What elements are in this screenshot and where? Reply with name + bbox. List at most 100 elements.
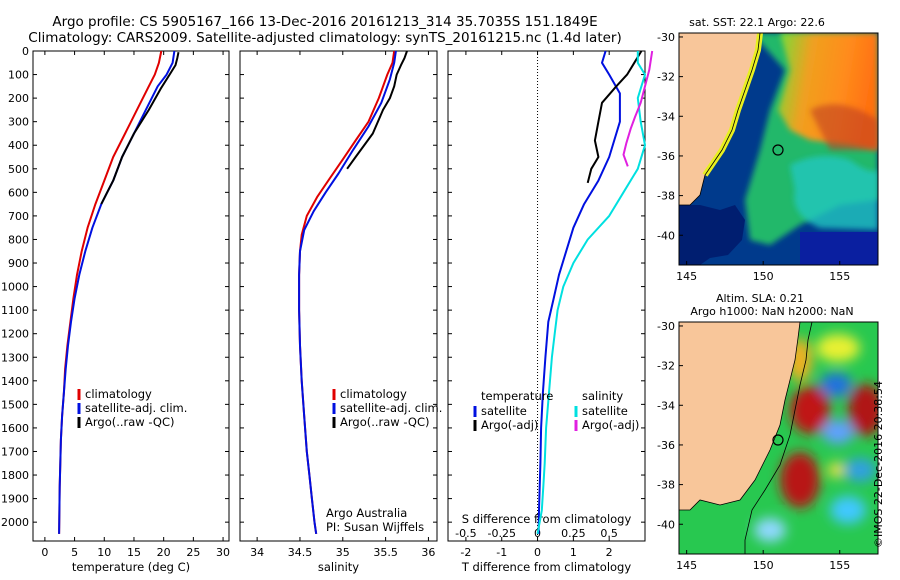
sst-map: sat. SST: 22.1 Argo: 22.6 145 150 155 -30 -3… [657, 16, 879, 283]
y-tick-label: 1700 [1, 445, 29, 458]
s-tick-label: 0.25 [561, 527, 586, 540]
map-x-tick-label: 150 [753, 559, 774, 572]
profile-title: Argo profile: CS 5905167_166 13-Dec-2016… [52, 14, 598, 30]
map-y-tick-label: -36 [657, 150, 675, 163]
x-tick-label: 5 [71, 546, 78, 559]
series-line-satellite-adj-clim- [298, 50, 397, 535]
x-tick-label: 0 [534, 546, 541, 559]
imos-timestamp: ©IMOS 22-Dec-2016 20:38:54 [872, 381, 885, 548]
sla-bass-strait [679, 500, 745, 554]
sla-coastline [679, 322, 801, 511]
sst-hot-patch [810, 104, 878, 150]
y-tick-label: 1300 [1, 351, 29, 364]
x-tick-label: 35 [336, 546, 350, 559]
x-tick-label: 36 [421, 546, 435, 559]
x-tick-label: -1 [496, 546, 507, 559]
legend-label: Argo(..raw -QC) [85, 415, 175, 429]
series-line-satellite-adj-clim- [58, 50, 176, 534]
series-line-temperature-argo-adj- [586, 50, 643, 184]
panel-frame [239, 50, 438, 542]
x-tick-label: 0 [41, 546, 48, 559]
sla-argo-marker [772, 434, 784, 446]
map-y-tick-label: -30 [657, 320, 675, 333]
series-line-argo-raw-qc- [346, 50, 408, 170]
series-line-salinity-satellite [536, 51, 646, 535]
x-tick-label: 20 [157, 546, 171, 559]
map-y-tick-label: -40 [657, 518, 675, 531]
legend-label: satellite-adj. clim. [340, 401, 442, 415]
sla-land-nsw [679, 322, 800, 510]
sst-map-ticks: 145 150 155 -30 -32 -34 -36 -38 -40 [657, 31, 850, 283]
sst-argo-marker [772, 144, 784, 156]
profile-panel-2: 34 34.5 35 35.5 36 salinity climatologysatelli… [239, 50, 442, 574]
y-tick-label: 1800 [1, 469, 29, 482]
map-y-tick-label: -32 [657, 360, 675, 373]
y-tick-label: 1400 [1, 375, 29, 388]
s-tick-label: 0.5 [600, 527, 618, 540]
sst-bass-strait [679, 205, 745, 265]
map-x-tick-label: 155 [829, 270, 850, 283]
sla-map-subtitle: Argo h1000: NaN h2000: NaN [690, 305, 853, 318]
x-tick-label: 35.5 [373, 546, 398, 559]
map-y-tick-label: -34 [657, 399, 675, 412]
y-tick-label: 900 [8, 257, 29, 270]
x-tick-label: 1 [570, 546, 577, 559]
legend-label: satellite [582, 404, 628, 418]
y-tick-label: 800 [8, 233, 29, 246]
map-x-tick-label: 145 [676, 559, 697, 572]
map-y-tick-label: -30 [657, 31, 675, 44]
legend-label: climatology [85, 387, 152, 401]
y-tick-label: 1100 [1, 304, 29, 317]
y-tick-label: 2000 [1, 516, 29, 529]
legend-label: satellite [481, 404, 527, 418]
y-tick-label: 500 [8, 163, 29, 176]
series-line-salinity-argo-adj- [622, 50, 654, 167]
sst-map-frame [678, 32, 879, 266]
map-y-tick-label: -38 [657, 190, 675, 203]
y-tick-label: 1500 [1, 398, 29, 411]
map-x-tick-label: 155 [829, 559, 850, 572]
profile-panel-3: -2 -1 0 1 2T difference from climatology -0.5… [447, 50, 654, 574]
y-tick-label: 1200 [1, 328, 29, 341]
map-x-tick-label: 145 [676, 270, 697, 283]
sst-land-nsw [679, 33, 760, 205]
series-line-argo-raw-qc- [100, 52, 180, 205]
panel-annotation: Argo Australia [326, 506, 407, 520]
map-y-tick-label: -36 [657, 439, 675, 452]
map-y-tick-label: -38 [657, 479, 675, 492]
x-tick-label: 10 [97, 546, 111, 559]
y-tick-label: 1600 [1, 422, 29, 435]
y-tick-label: 400 [8, 139, 29, 152]
sla-map: Altim. SLA: 0.21 Argo h1000: NaN h2000: … [657, 292, 879, 572]
map-y-tick-label: -40 [657, 229, 675, 242]
y-tick-label: 200 [8, 92, 29, 105]
series-line-temperature-satellite [537, 50, 621, 534]
panel-frame [32, 50, 230, 542]
x-tick-label: 34 [250, 546, 264, 559]
sla-isobath [744, 322, 813, 554]
legend-label: Argo(..raw -QC) [340, 415, 430, 429]
s-axis-label: S difference from climatology [462, 512, 632, 526]
climatology-subtitle: Climatology: CARS2009. Satellite-adjuste… [28, 30, 622, 46]
s-tick-label: -0.5 [455, 527, 476, 540]
map-x-tick-label: 150 [753, 270, 774, 283]
series-line-climatology [298, 50, 396, 535]
legend-group-title: salinity [582, 389, 623, 403]
sla-eddies [754, 334, 878, 542]
sst-coastline [679, 33, 761, 206]
x-axis-label: temperature (deg C) [72, 560, 190, 574]
sst-deep-blue [800, 232, 878, 265]
map-y-tick-label: -34 [657, 110, 675, 123]
x-tick-label: 2 [606, 546, 613, 559]
y-tick-label: 300 [8, 116, 29, 129]
sst-cyan-patch [790, 156, 878, 230]
y-tick-label: 1000 [1, 281, 29, 294]
y-tick-label: 100 [8, 69, 29, 82]
panel-annotation: PI: Susan Wijffels [326, 520, 424, 534]
series-line-climatology [58, 50, 163, 534]
legend-label: satellite-adj. clim. [85, 401, 187, 415]
sla-map-ticks: 145 150 155 -30 -32 -34 -36 -38 -40 [657, 320, 850, 572]
y-tick-label: 600 [8, 186, 29, 199]
y-tick-label: 700 [8, 210, 29, 223]
x-tick-label: 34.5 [288, 546, 313, 559]
